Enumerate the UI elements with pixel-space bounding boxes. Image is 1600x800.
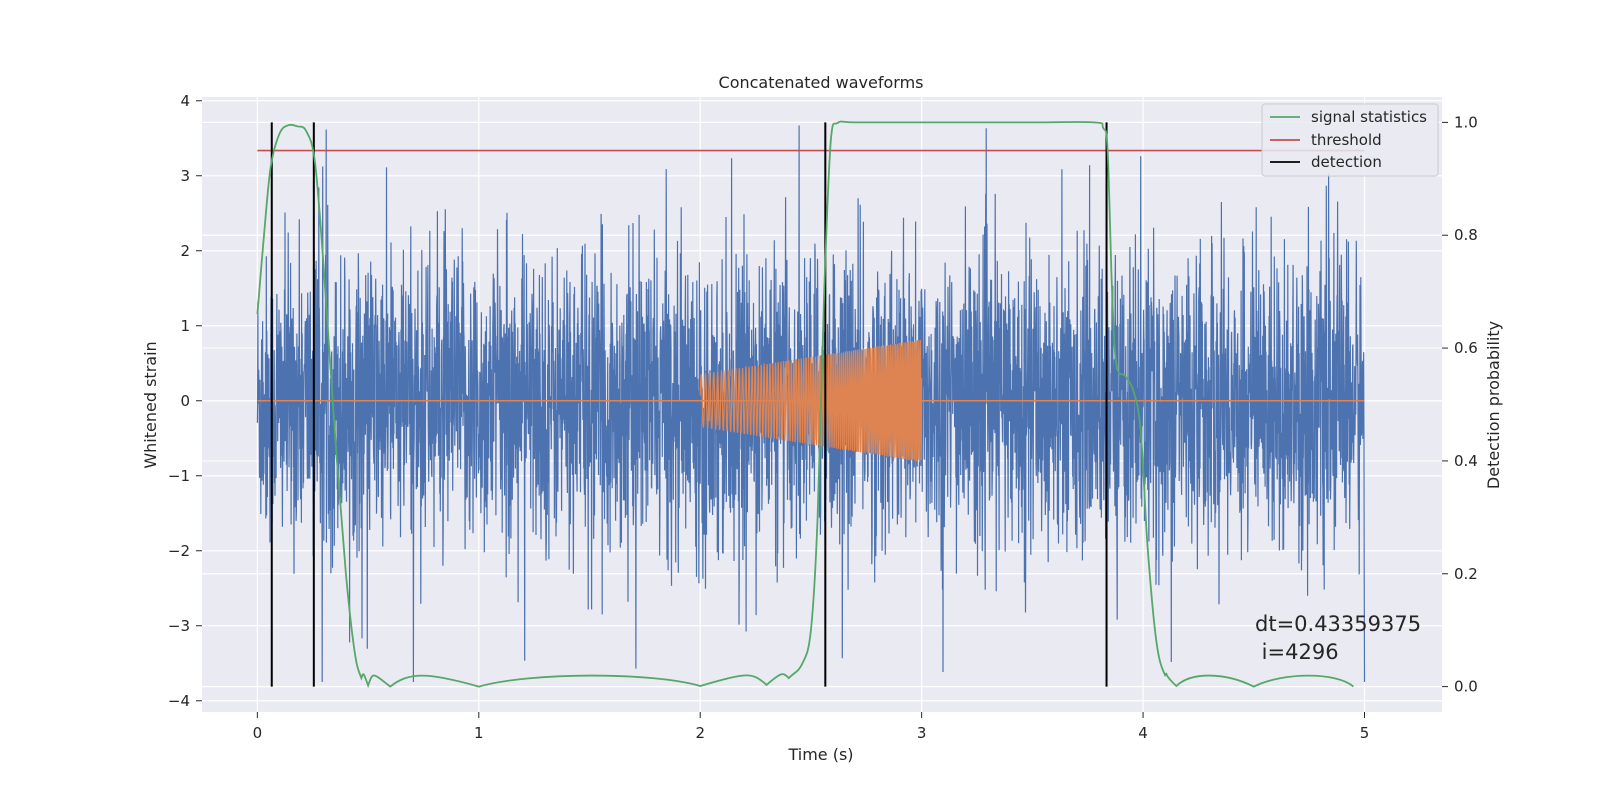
chart-title: Concatenated waveforms (719, 73, 924, 92)
x-tick-label: 5 (1360, 724, 1370, 742)
detection-series (270, 122, 1108, 687)
x-tick-label: 0 (253, 724, 263, 742)
y2-tick-label: 0.2 (1454, 565, 1478, 583)
y-tick-label: −2 (168, 542, 190, 560)
legend-box (1261, 103, 1439, 177)
x-tick-label: 4 (1138, 724, 1148, 742)
strain-line (256, 125, 1366, 683)
strain-series (256, 125, 1366, 683)
x-tick-label: 3 (917, 724, 927, 742)
y-tick-label: 4 (180, 92, 190, 110)
y-tick-label: 2 (180, 242, 190, 260)
y-tick-label: 0 (180, 392, 190, 410)
x-tick-label: 1 (474, 724, 484, 742)
y-tick-label: 1 (180, 317, 190, 335)
signal-statistics-line (256, 120, 1354, 689)
axis-ticks: 0 1 2 3 4 5 −4 −3 −2 −1 0 1 2 3 4 0.0 0.2 0.4 0.6 0.8 1.0 (168, 92, 1478, 742)
y2-tick-label: 0.4 (1454, 452, 1478, 470)
y-tick-label: −1 (168, 467, 190, 485)
x-tick-label: 2 (695, 724, 705, 742)
y-axis-label: Whitened strain (141, 341, 160, 468)
y-tick-label: −4 (168, 692, 190, 710)
signal-statistics-series (256, 120, 1354, 689)
template-chirp (699, 340, 923, 462)
legend-label-detection: detection (1311, 153, 1382, 171)
y2-tick-label: 0.0 (1454, 678, 1478, 696)
y2-axis-label: Detection probability (1484, 321, 1503, 489)
y-tick-label: −3 (168, 617, 190, 635)
y2-tick-label: 0.6 (1454, 339, 1478, 357)
y2-tick-label: 0.8 (1454, 226, 1478, 244)
template-series (257, 340, 1365, 462)
annotation-i: i=4296 (1255, 640, 1339, 664)
y2-tick-label: 1.0 (1454, 113, 1478, 131)
x-axis-label: Time (s) (787, 745, 853, 764)
legend-label-threshold: threshold (1311, 131, 1382, 149)
legend: signal statistics threshold detection (1261, 103, 1439, 177)
legend-label-signal-statistics: signal statistics (1311, 108, 1427, 126)
annotation-dt: dt=0.43359375 (1255, 612, 1421, 636)
y-tick-label: 3 (180, 167, 190, 185)
